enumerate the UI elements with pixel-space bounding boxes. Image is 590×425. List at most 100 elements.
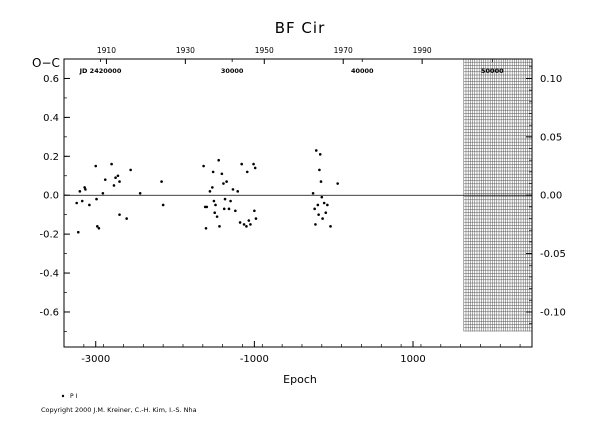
data-point xyxy=(215,215,219,218)
data-point xyxy=(112,184,116,187)
y-tick-label-left: -0.6 xyxy=(39,307,59,318)
top-year-label: 1990 xyxy=(413,46,432,55)
data-point xyxy=(318,168,321,172)
data-point xyxy=(84,188,87,191)
data-point xyxy=(217,158,220,162)
data-point xyxy=(218,225,221,228)
data-point xyxy=(97,226,101,230)
y-tick-label-left: 0.6 xyxy=(43,74,59,85)
y-tick-label-right: -0.05 xyxy=(540,249,566,260)
data-point xyxy=(83,186,86,189)
jd-label: 40000 xyxy=(351,67,374,75)
y-tick-label-right: 0.10 xyxy=(540,74,562,85)
data-point xyxy=(236,190,240,193)
data-point xyxy=(318,153,322,156)
data-point xyxy=(320,195,324,199)
y-tick-label-left: 0.2 xyxy=(43,152,59,163)
y-tick-label-right: 0.05 xyxy=(540,132,562,143)
data-point xyxy=(95,197,98,201)
data-point xyxy=(238,221,242,224)
data-point xyxy=(78,190,82,193)
data-point xyxy=(245,225,248,228)
data-point xyxy=(316,203,320,207)
data-point xyxy=(253,166,257,170)
data-point xyxy=(231,188,235,191)
data-point xyxy=(80,199,84,203)
jd-label: JD 2420000 xyxy=(79,67,122,75)
data-point xyxy=(321,217,324,220)
data-point xyxy=(229,199,232,203)
data-point xyxy=(88,203,91,207)
data-point xyxy=(245,170,249,174)
data-point xyxy=(118,180,121,183)
data-point xyxy=(311,191,315,195)
y-tick-label-right: 0.00 xyxy=(540,191,562,202)
data-point xyxy=(116,174,120,178)
data-point xyxy=(317,213,320,216)
x-tick-label: -1000 xyxy=(240,354,269,365)
jd-label: 30000 xyxy=(221,67,244,75)
plot-axes: 0.6 0.4 0.2 0.0 -0.2 -0.4 -0.6 0.10 0.05 0.00 -0.0… xyxy=(39,46,565,365)
jd-label: 50000 xyxy=(481,67,504,75)
data-points xyxy=(75,149,339,234)
data-point xyxy=(96,225,99,228)
data-point xyxy=(114,176,117,180)
data-point xyxy=(234,209,237,213)
y-tick-label-left: -0.4 xyxy=(39,269,59,280)
data-point xyxy=(240,162,243,166)
data-point xyxy=(211,170,215,174)
data-point xyxy=(110,162,113,166)
top-year-label: 1930 xyxy=(176,46,195,55)
x-tick-label: 1000 xyxy=(400,354,425,365)
data-point xyxy=(253,209,256,213)
data-point xyxy=(212,199,216,203)
data-point xyxy=(252,162,255,166)
data-point xyxy=(204,226,208,230)
data-point xyxy=(326,203,329,207)
y-tick-label-left: 0.0 xyxy=(43,191,59,202)
data-point xyxy=(202,164,205,168)
data-point xyxy=(223,197,227,201)
data-point xyxy=(329,225,332,228)
top-year-label: 1970 xyxy=(334,46,353,55)
data-point xyxy=(222,207,226,211)
data-point xyxy=(242,223,246,226)
data-point xyxy=(161,203,165,207)
data-point xyxy=(125,217,128,220)
data-point xyxy=(322,201,326,205)
y-tick-label-left: -0.2 xyxy=(39,230,59,241)
top-year-label: 1910 xyxy=(97,46,116,55)
y-axis-label: O−C xyxy=(32,56,60,70)
x-tick-label: -3000 xyxy=(81,354,110,365)
data-point xyxy=(103,178,107,181)
data-point xyxy=(222,182,225,185)
y-tick-label-right: -0.10 xyxy=(540,307,566,318)
data-point xyxy=(314,149,318,152)
data-point xyxy=(214,203,217,207)
data-point xyxy=(138,191,142,195)
plot-frame xyxy=(63,58,533,348)
y-tick-label-left: 0.4 xyxy=(43,113,59,124)
data-point xyxy=(205,205,209,209)
data-point xyxy=(220,172,224,176)
data-point xyxy=(211,186,214,189)
data-point xyxy=(118,213,121,216)
legend-label: P I xyxy=(70,393,78,400)
data-point xyxy=(129,168,132,172)
chart-title: BF Cir xyxy=(275,19,326,37)
data-point xyxy=(319,180,323,183)
data-point xyxy=(249,223,252,226)
data-point xyxy=(208,190,212,193)
data-point xyxy=(254,217,258,220)
legend-marker-dot xyxy=(61,394,65,398)
data-point xyxy=(227,207,231,211)
data-point xyxy=(94,164,98,168)
x-axis-label: Epoch xyxy=(283,373,317,386)
data-point xyxy=(247,219,251,222)
data-point xyxy=(160,180,163,183)
legend: P I xyxy=(61,393,78,400)
data-point xyxy=(225,180,228,183)
data-point xyxy=(75,201,78,205)
top-year-label: 1950 xyxy=(255,46,274,55)
